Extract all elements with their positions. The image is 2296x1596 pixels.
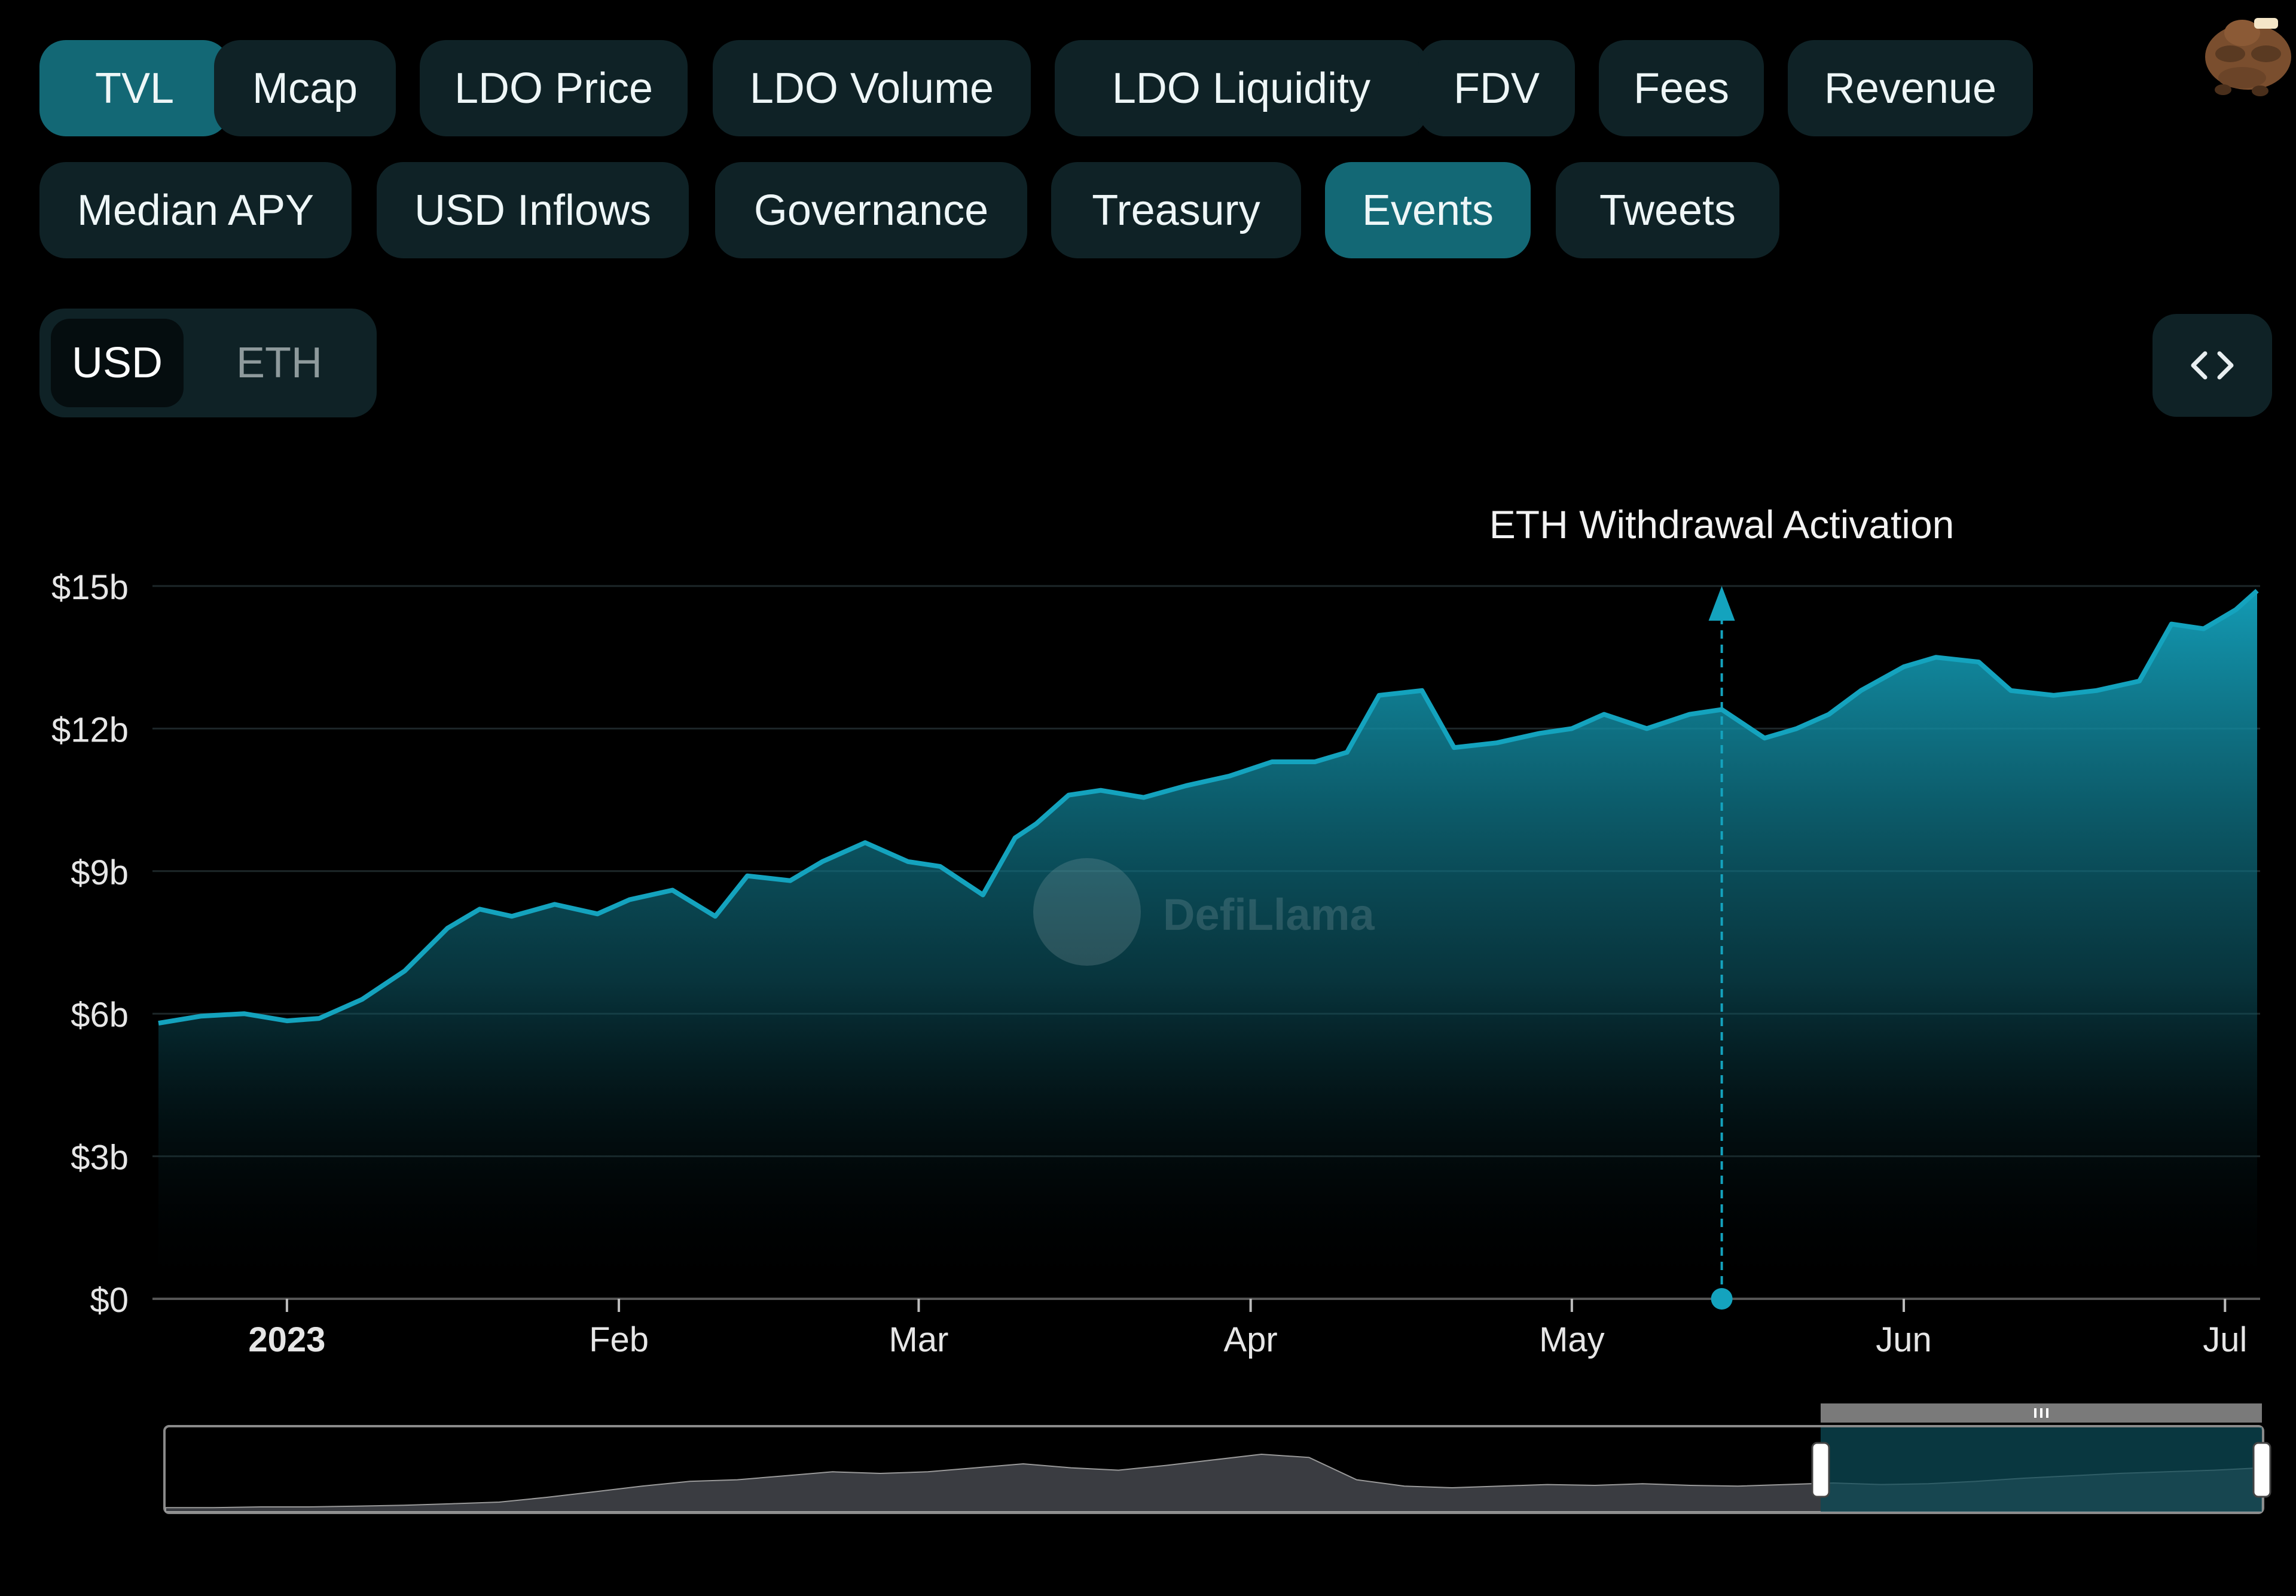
range-brush[interactable] <box>163 1403 2271 1514</box>
tab-ldo-price[interactable]: LDO Price <box>420 40 688 136</box>
tvl-chart: $0 $3b $6b $9b $12b $15b DefiLlama 2023 Feb Mar… <box>51 502 2271 1514</box>
x-tick-label: May <box>1539 1320 1605 1359</box>
event-label: ETH Withdrawal Activation <box>1489 502 1955 547</box>
tab-governance[interactable]: Governance <box>715 162 1027 258</box>
brush-handle-right[interactable] <box>2252 1442 2271 1498</box>
tab-ldo-volume[interactable]: LDO Volume <box>713 40 1031 136</box>
tab-events[interactable]: Events <box>1325 162 1531 258</box>
x-tick-label: Feb <box>589 1320 649 1359</box>
tvl-line <box>158 588 2259 1026</box>
event-dot[interactable] <box>1711 1288 1733 1310</box>
tab-ldo-liquidity[interactable]: LDO Liquidity <box>1055 40 1428 136</box>
tab-tvl[interactable]: TVL <box>39 40 230 136</box>
currency-toggle: USD ETH <box>39 309 377 417</box>
x-tick-label: Mar <box>889 1320 949 1359</box>
brush-selection[interactable] <box>1821 1427 2262 1512</box>
eth-option[interactable]: ETH <box>236 339 322 387</box>
y-tick-label: $0 <box>90 1281 129 1320</box>
x-tick-label: Jul <box>2203 1320 2247 1359</box>
drag-grip-icon <box>2034 1408 2037 1418</box>
y-tick-label: $6b <box>71 996 129 1034</box>
brush-handle-left[interactable] <box>1811 1442 1830 1498</box>
x-tick-label: Apr <box>1223 1320 1277 1359</box>
tab-fdv[interactable]: FDV <box>1418 40 1575 136</box>
x-tick-label: 2023 <box>248 1320 325 1359</box>
tab-median-apy[interactable]: Median APY <box>39 162 352 258</box>
tab-mcap[interactable]: Mcap <box>214 40 396 136</box>
tab-treasury[interactable]: Treasury <box>1051 162 1301 258</box>
x-tick-label: Jun <box>1876 1320 1932 1359</box>
tab-usd-inflows[interactable]: USD Inflows <box>377 162 689 258</box>
watermark: DefiLlama <box>1033 858 1375 966</box>
tab-revenue[interactable]: Revenue <box>1788 40 2033 136</box>
y-tick-label: $15b <box>51 568 129 607</box>
y-tick-label: $12b <box>51 710 129 749</box>
drag-grip-icon <box>2046 1408 2048 1418</box>
event-arrow <box>1708 586 1735 621</box>
watermark-text: DefiLlama <box>1163 890 1375 939</box>
tab-tweets[interactable]: Tweets <box>1556 162 1779 258</box>
usd-option[interactable]: USD <box>51 319 184 407</box>
code-brackets-icon <box>2191 351 2234 380</box>
y-tick-label: $9b <box>71 853 129 892</box>
llama-avatar-icon[interactable] <box>2194 0 2296 99</box>
drag-grip-icon <box>2040 1408 2042 1418</box>
embed-button[interactable] <box>2152 314 2272 417</box>
tab-fees[interactable]: Fees <box>1599 40 1764 136</box>
y-tick-label: $3b <box>71 1139 129 1177</box>
tvl-area <box>158 590 2257 1299</box>
